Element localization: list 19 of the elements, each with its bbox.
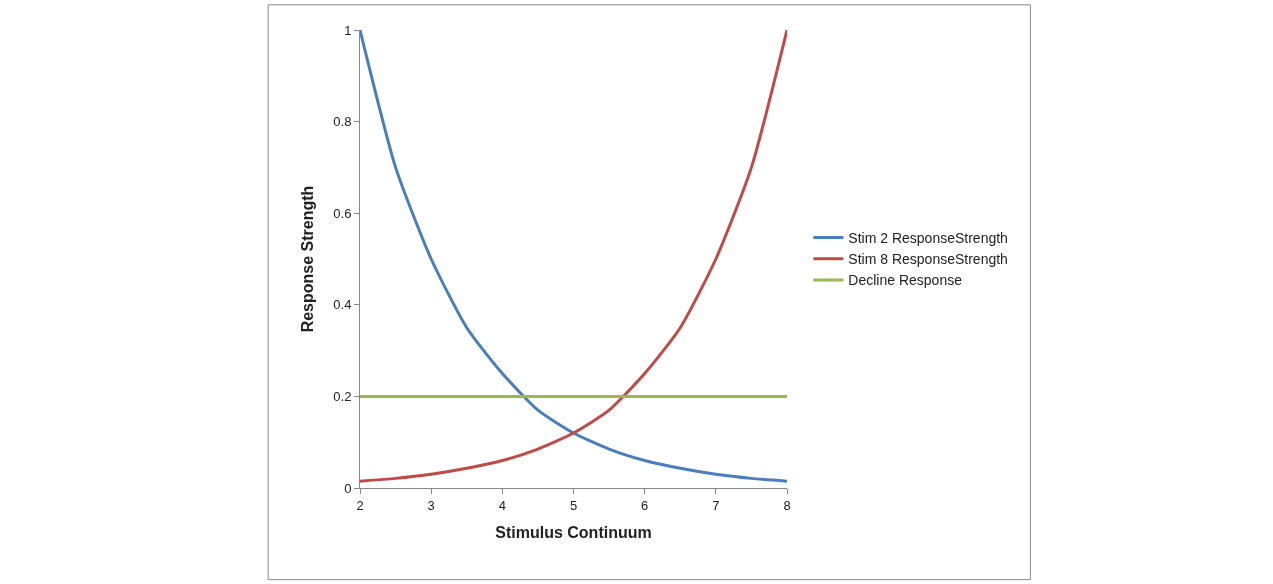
line-series bbox=[360, 30, 787, 483]
y-tick-label: 1 bbox=[344, 22, 352, 38]
x-tick-label: 3 bbox=[427, 497, 435, 513]
x-tick-label: 6 bbox=[641, 497, 649, 513]
x-tick-label: 2 bbox=[356, 497, 364, 513]
x-tick-label: 5 bbox=[569, 497, 578, 513]
x-tick-label: 8 bbox=[783, 497, 791, 513]
x-tick-label: 7 bbox=[712, 497, 720, 513]
y-axis-title: Response Strength bbox=[299, 185, 317, 333]
y-tick-label: 0.2 bbox=[333, 388, 352, 404]
y-tick-label: 0.4 bbox=[333, 297, 352, 313]
y-tick-label: 0.8 bbox=[333, 114, 352, 130]
y-tick-label: 0 bbox=[344, 480, 352, 496]
x-axis-title: Stimulus Continuum bbox=[495, 524, 652, 542]
legend-label: Stim 2 ResponseStrength bbox=[848, 230, 1008, 247]
legend-label: Stim 8 ResponseStrength bbox=[848, 251, 1008, 268]
x-tick-label: 4 bbox=[498, 497, 506, 513]
y-tick-label: 0.6 bbox=[333, 205, 352, 221]
legend-label: Decline Response bbox=[848, 272, 963, 289]
